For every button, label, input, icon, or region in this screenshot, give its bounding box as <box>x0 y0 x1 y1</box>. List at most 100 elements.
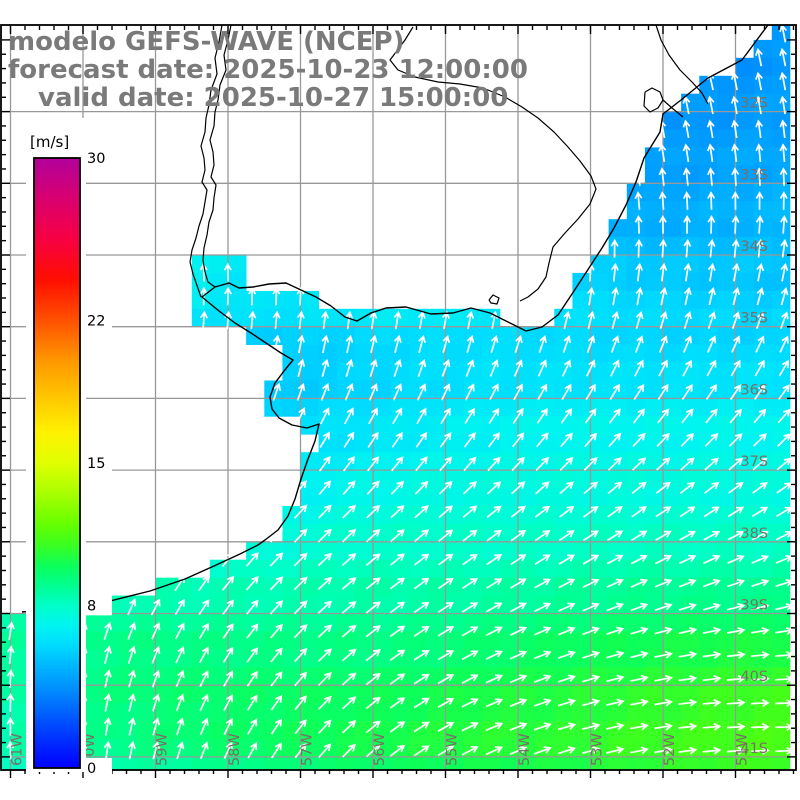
wind-arrow <box>6 621 15 641</box>
wind-arrow <box>751 699 770 708</box>
speed-cell <box>753 523 773 543</box>
speed-cell <box>753 57 773 77</box>
speed-cell <box>282 380 301 399</box>
wind-arrow <box>654 602 673 612</box>
wind-arrow <box>533 722 552 731</box>
wind-arrow <box>293 600 308 615</box>
speed-cell <box>445 523 464 543</box>
wind-arrow <box>461 722 479 732</box>
wind-arrow <box>365 577 381 590</box>
speed-cell <box>699 488 718 507</box>
speed-cell <box>699 685 718 704</box>
speed-cell <box>1 685 11 704</box>
speed-cell <box>644 488 664 507</box>
wind-arrow <box>222 670 234 688</box>
speed-cell <box>717 362 736 381</box>
speed-cell <box>536 739 555 758</box>
wind-arrow <box>103 669 112 688</box>
wind-arrow <box>490 334 499 354</box>
model-title: modelo GEFS-WAVE (NCEP) <box>8 27 405 57</box>
speed-cell <box>554 559 573 578</box>
wind-arrow <box>272 334 281 354</box>
speed-cell <box>354 326 374 345</box>
wind-arrow <box>510 578 527 589</box>
wind-arrow <box>659 238 668 258</box>
wind-arrow <box>683 311 692 330</box>
wind-arrow <box>630 578 649 588</box>
speed-cell <box>409 488 428 507</box>
speed-cell <box>771 344 791 363</box>
wind-arrow <box>199 717 209 736</box>
wind-arrow <box>707 311 717 330</box>
speed-cell <box>137 703 156 722</box>
wind-arrow <box>609 383 620 401</box>
speed-cell <box>626 344 646 363</box>
wind-arrow <box>246 623 259 639</box>
speed-cell <box>644 649 664 668</box>
speed-cell <box>699 272 718 292</box>
speed-cell <box>717 147 736 166</box>
wind-arrow <box>777 433 792 447</box>
wind-arrow <box>437 601 454 613</box>
wind-arrow <box>702 626 722 635</box>
speed-cell <box>554 756 573 770</box>
wind-arrow <box>680 457 695 471</box>
speed-cell <box>228 613 247 632</box>
wind-arrow <box>631 481 647 495</box>
speed-cell <box>1 631 11 650</box>
speed-cell <box>155 721 174 740</box>
wind-arrow <box>634 238 643 258</box>
speed-cell <box>155 649 174 668</box>
speed-cell <box>318 649 338 668</box>
speed-cell <box>699 756 718 770</box>
wind-arrow <box>707 335 717 353</box>
speed-cell <box>10 613 29 632</box>
speed-cell <box>735 201 754 220</box>
colorbar-tick-value: 8 <box>87 598 96 614</box>
speed-cell <box>590 756 609 770</box>
speed-cell <box>228 631 247 650</box>
wind-arrow <box>413 697 430 709</box>
speed-cell <box>681 416 700 435</box>
colorbar-tick-value: 0 <box>87 761 96 777</box>
speed-cell <box>626 613 646 632</box>
speed-cell <box>590 416 609 435</box>
wind-arrow <box>606 554 624 565</box>
wind-arrow <box>486 554 503 566</box>
speed-cell <box>717 129 736 148</box>
wind-arrow <box>754 359 765 377</box>
wind-arrow <box>485 722 504 732</box>
wind-arrow <box>513 383 523 401</box>
wind-arrow <box>756 238 764 258</box>
speed-cell <box>771 452 791 471</box>
speed-cell <box>663 237 682 256</box>
speed-cell <box>209 613 229 632</box>
speed-cell <box>699 739 718 758</box>
wind-arrow <box>561 359 572 377</box>
speed-cell <box>663 523 682 543</box>
lat-label: 41S <box>740 741 768 757</box>
speed-cell <box>282 398 301 417</box>
speed-cell <box>518 452 537 471</box>
speed-cell <box>590 703 609 722</box>
speed-cell <box>753 488 773 507</box>
speed-cell <box>699 631 718 650</box>
wind-arrow <box>655 481 671 494</box>
lat-label: 36S <box>740 382 768 398</box>
wind-arrow <box>730 95 739 115</box>
wind-arrow <box>509 650 528 660</box>
speed-cell <box>608 272 628 292</box>
wind-arrow <box>751 746 770 755</box>
wind-arrow <box>345 334 354 354</box>
speed-cell <box>409 559 428 578</box>
speed-cell <box>771 380 791 399</box>
wind-arrow <box>365 553 381 566</box>
speed-cell <box>771 398 791 417</box>
speed-cell <box>391 703 410 722</box>
speed-cell <box>1 739 11 758</box>
speed-cell <box>246 559 265 578</box>
wind-arrow <box>413 625 430 637</box>
wind-arrow <box>704 457 719 471</box>
lon-label: 55W <box>445 733 461 766</box>
